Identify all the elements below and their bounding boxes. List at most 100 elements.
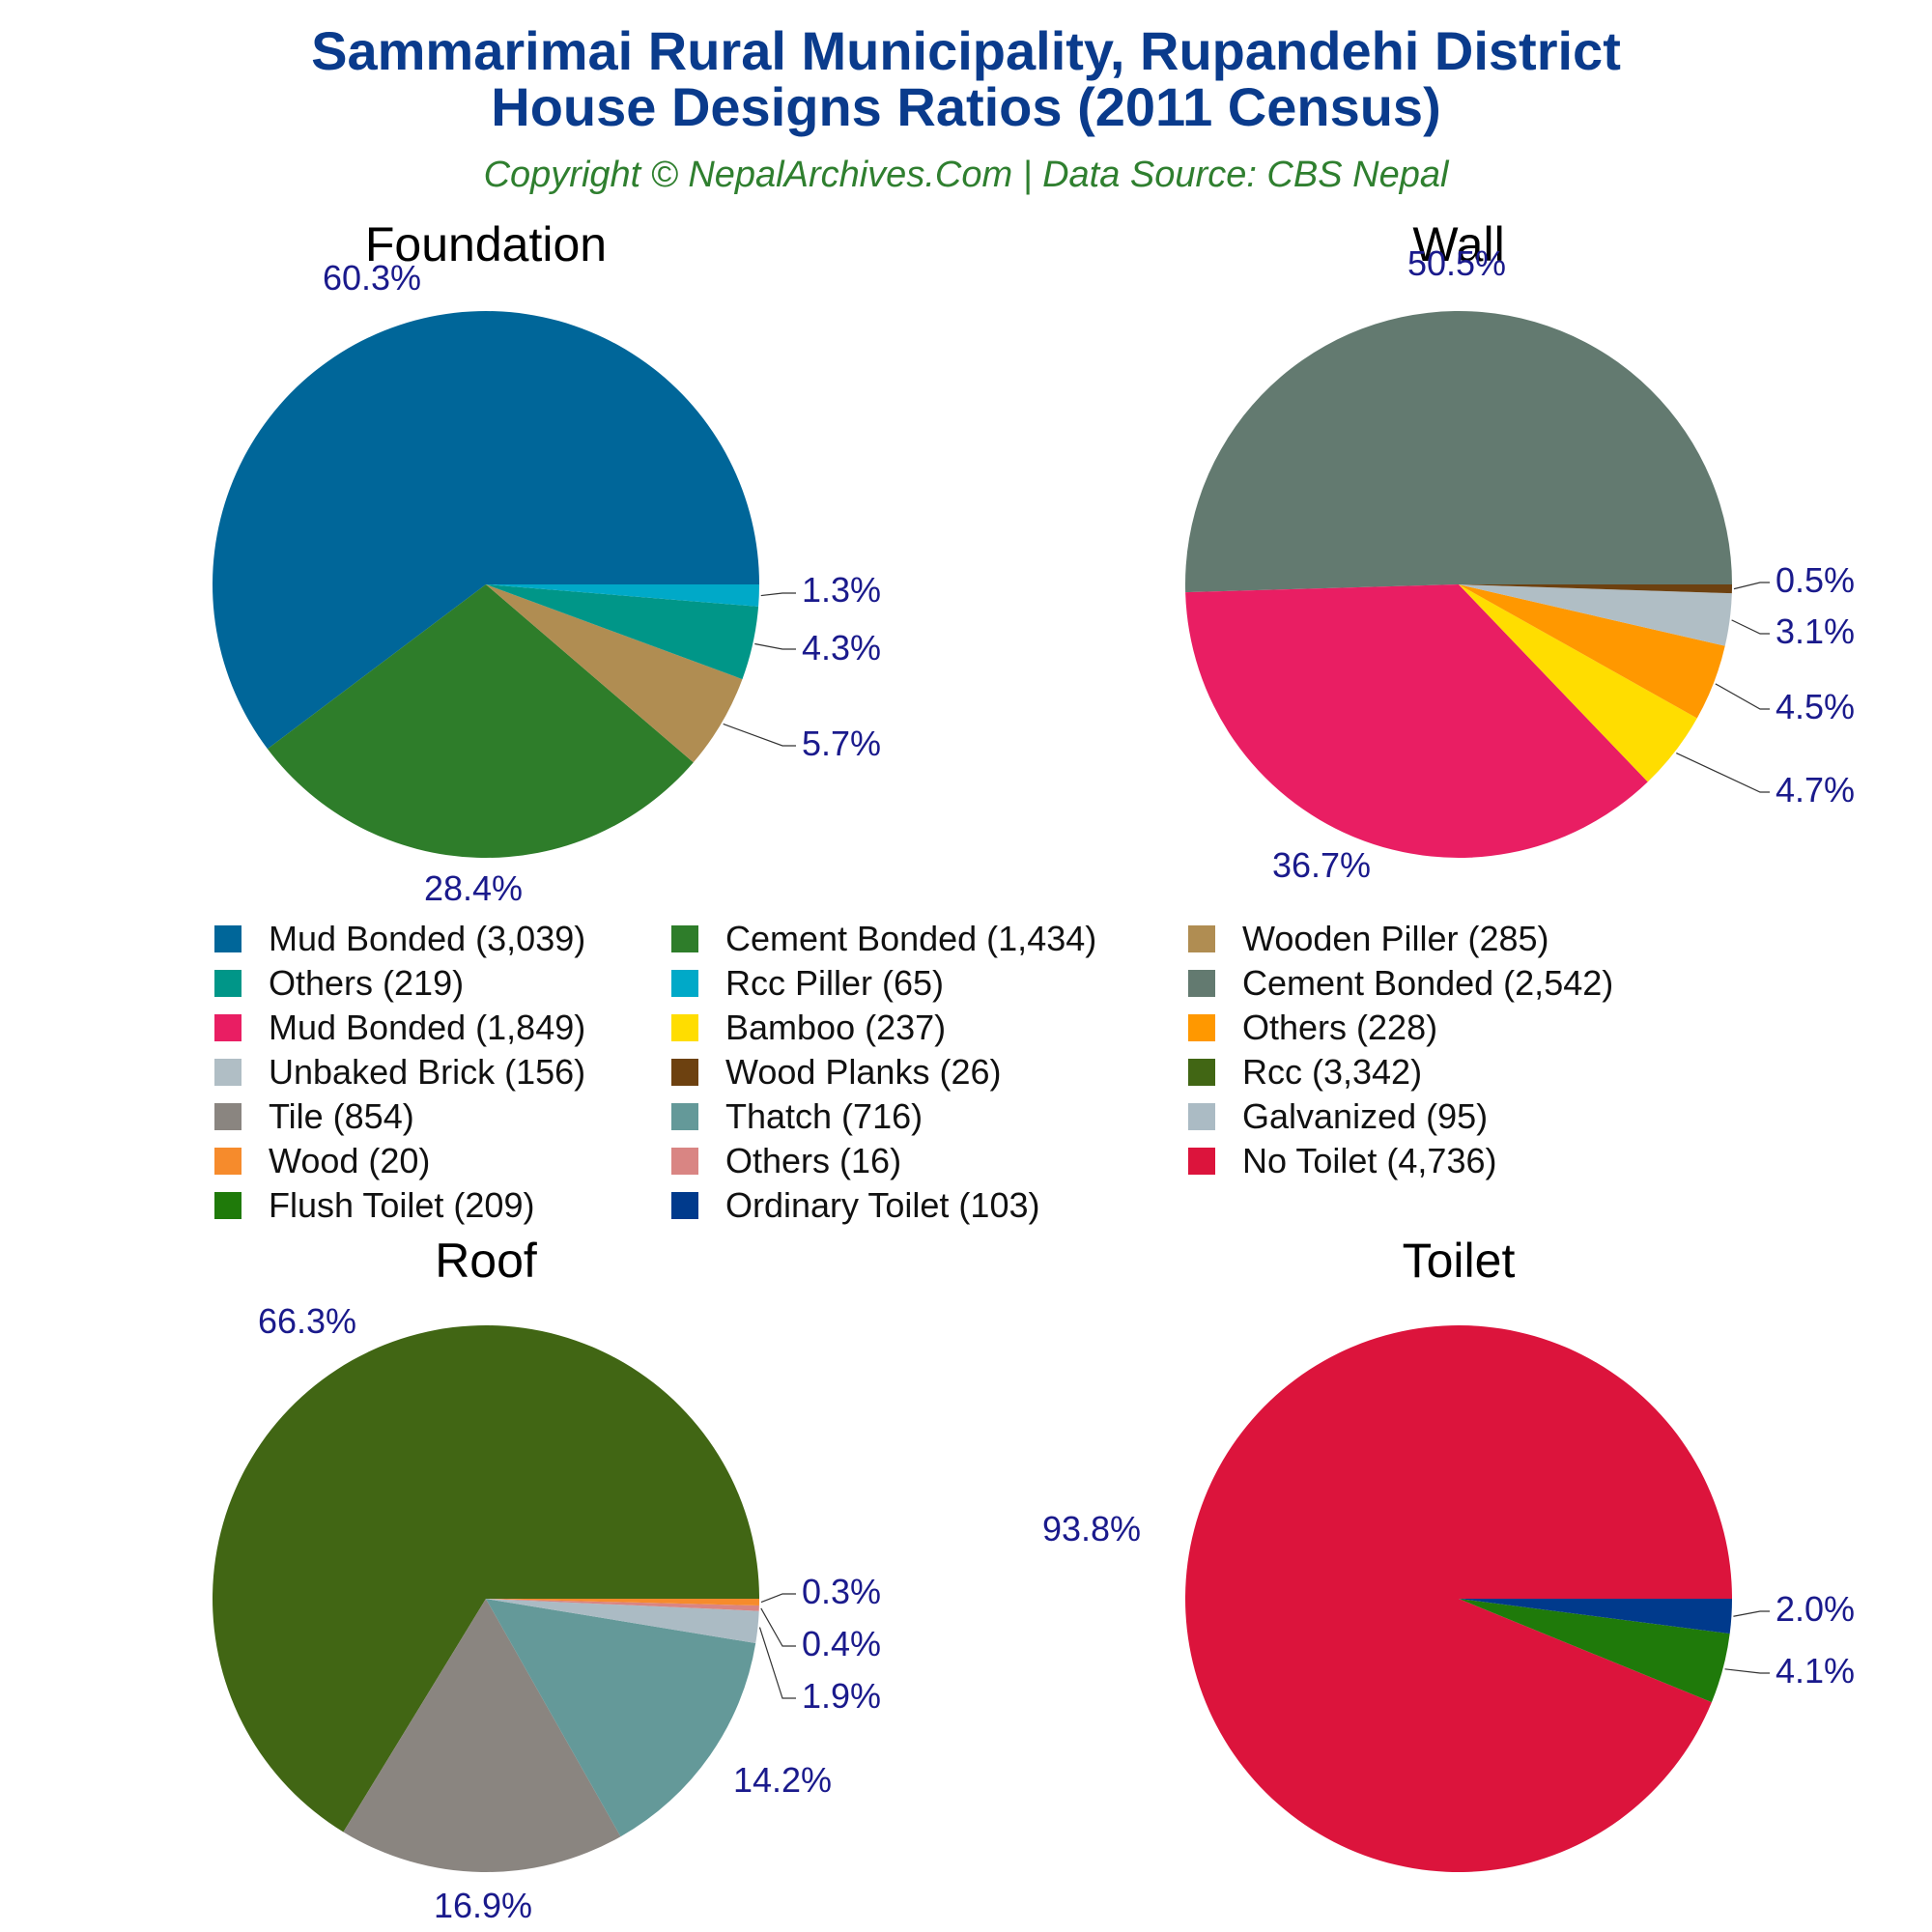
pct-label: 1.3% (802, 570, 881, 610)
pie-slice-unbaked-brick (1459, 584, 1732, 646)
leader-line (758, 1627, 796, 1699)
legend-swatch (671, 1148, 698, 1175)
pct-label: 50.5% (1407, 243, 1506, 283)
legend-swatch (214, 970, 242, 997)
pct-label: 4.7% (1776, 770, 1855, 810)
legend-swatch (214, 1014, 242, 1041)
legend-swatch (1188, 1014, 1215, 1041)
legend-label: Others (228) (1242, 1008, 1438, 1047)
pie-slice-others (1459, 584, 1725, 719)
pie-toilet: Toilet 93.8% 4.1% 2.0% (1042, 1234, 1855, 1872)
legend-label: Mud Bonded (3,039) (269, 919, 586, 958)
pie-slice-rcc (213, 1325, 759, 1833)
pie-title: Roof (435, 1234, 537, 1288)
pie-slice-cement-bonded (1185, 310, 1732, 593)
pie-slice-galvanized (486, 1599, 759, 1643)
legend-swatch (1188, 1059, 1215, 1086)
legend-label: Others (16) (725, 1141, 902, 1180)
legend-swatch (214, 1103, 242, 1130)
pie-slice-mud-bonded (213, 311, 760, 750)
leader-line (1676, 752, 1770, 793)
legend-label: Unbaked Brick (156) (269, 1052, 586, 1092)
pct-label: 14.2% (733, 1760, 832, 1800)
legend-swatch (671, 1103, 698, 1130)
legend-label: Others (219) (269, 963, 465, 1003)
pct-label: 4.1% (1776, 1651, 1855, 1690)
chart-subtitle: Copyright © NepalArchives.Com | Data Sou… (483, 155, 1449, 195)
legend-label: Thatch (716) (725, 1096, 923, 1136)
pct-label: 36.7% (1272, 845, 1371, 885)
legend-label: Rcc Piller (65) (725, 963, 945, 1003)
pct-label: 5.7% (802, 724, 881, 763)
legend-swatch (671, 1192, 698, 1219)
leader-line (1731, 619, 1770, 635)
legend-label: No Toilet (4,736) (1242, 1141, 1497, 1180)
leader-line (760, 1593, 796, 1604)
legend-label: Wood Planks (26) (725, 1052, 1002, 1092)
pie-title: Foundation (365, 217, 607, 271)
legend-swatch (1188, 1103, 1215, 1130)
legend-swatch (671, 925, 698, 952)
pie-slice-thatch (486, 1599, 756, 1837)
leader-line (1724, 1668, 1770, 1674)
pie-slice-others (486, 584, 759, 680)
legend-label: Tile (854) (269, 1096, 414, 1136)
pct-label: 16.9% (434, 1886, 532, 1925)
legend-label: Bamboo (237) (725, 1008, 947, 1047)
pie-slice-flush-toilet (1459, 1599, 1730, 1703)
pct-label: 93.8% (1042, 1509, 1141, 1548)
legend-label: Wood (20) (269, 1141, 431, 1180)
pct-label: 0.4% (802, 1624, 881, 1663)
pie-slice-tile (343, 1599, 621, 1872)
pct-label: 60.3% (323, 258, 421, 298)
legend-label: Cement Bonded (1,434) (725, 919, 1097, 958)
pct-label: 2.0% (1776, 1589, 1855, 1629)
legend-swatch (1188, 970, 1215, 997)
leader-line (1715, 683, 1770, 710)
legend-label: Flush Toilet (209) (269, 1185, 535, 1225)
legend-swatch (1188, 1148, 1215, 1175)
pct-label: 28.4% (424, 868, 523, 908)
legend-swatch (671, 1059, 698, 1086)
pie-title: Wall (1412, 217, 1504, 271)
pie-slice-ordinary-toilet (1459, 1599, 1733, 1634)
legend-swatch (671, 970, 698, 997)
leader-line (1733, 582, 1770, 590)
legend-swatch (214, 1192, 242, 1219)
leader-line (760, 592, 796, 597)
chart-title-line2: House Designs Ratios (2011 Census) (491, 76, 1441, 137)
pie-slice-rcc-piller (486, 584, 760, 607)
legend-label: Ordinary Toilet (103) (725, 1185, 1040, 1225)
pie-slice-wood (486, 1599, 759, 1606)
pct-label: 4.5% (1776, 687, 1855, 726)
legend-label: Mud Bonded (1,849) (269, 1008, 586, 1047)
legend-swatch (671, 1014, 698, 1041)
leader-line (723, 723, 796, 747)
pct-label: 0.3% (802, 1572, 881, 1611)
pie-title: Toilet (1403, 1234, 1516, 1288)
legend-swatch (214, 925, 242, 952)
pct-label: 0.5% (1776, 560, 1855, 600)
leader-line (754, 642, 796, 650)
pie-roof: Roof 66.3% 16.9% 14.2% 1.9% 0.4% 0.3% (213, 1234, 881, 1925)
pct-label: 3.1% (1776, 611, 1855, 651)
leader-line (760, 1607, 796, 1647)
legend-label: Wooden Piller (285) (1242, 919, 1549, 958)
legend-label: Rcc (3,342) (1242, 1052, 1423, 1092)
pct-label: 1.9% (802, 1676, 881, 1716)
legend-swatch (1188, 925, 1215, 952)
pie-slice-cement-bonded (267, 584, 694, 859)
legend-label: Galvanized (95) (1242, 1096, 1489, 1136)
pct-label: 66.3% (258, 1301, 356, 1341)
pie-slice-bamboo (1459, 584, 1697, 782)
chart-title-line1: Sammarimai Rural Municipality, Rupandehi… (311, 20, 1621, 81)
legend-label: Cement Bonded (2,542) (1242, 963, 1614, 1003)
pie-slice-others (486, 1599, 759, 1611)
legend-swatch (214, 1148, 242, 1175)
pie-slice-wooden-piller (486, 584, 743, 763)
pie-slice-mud-bonded (1185, 584, 1648, 859)
